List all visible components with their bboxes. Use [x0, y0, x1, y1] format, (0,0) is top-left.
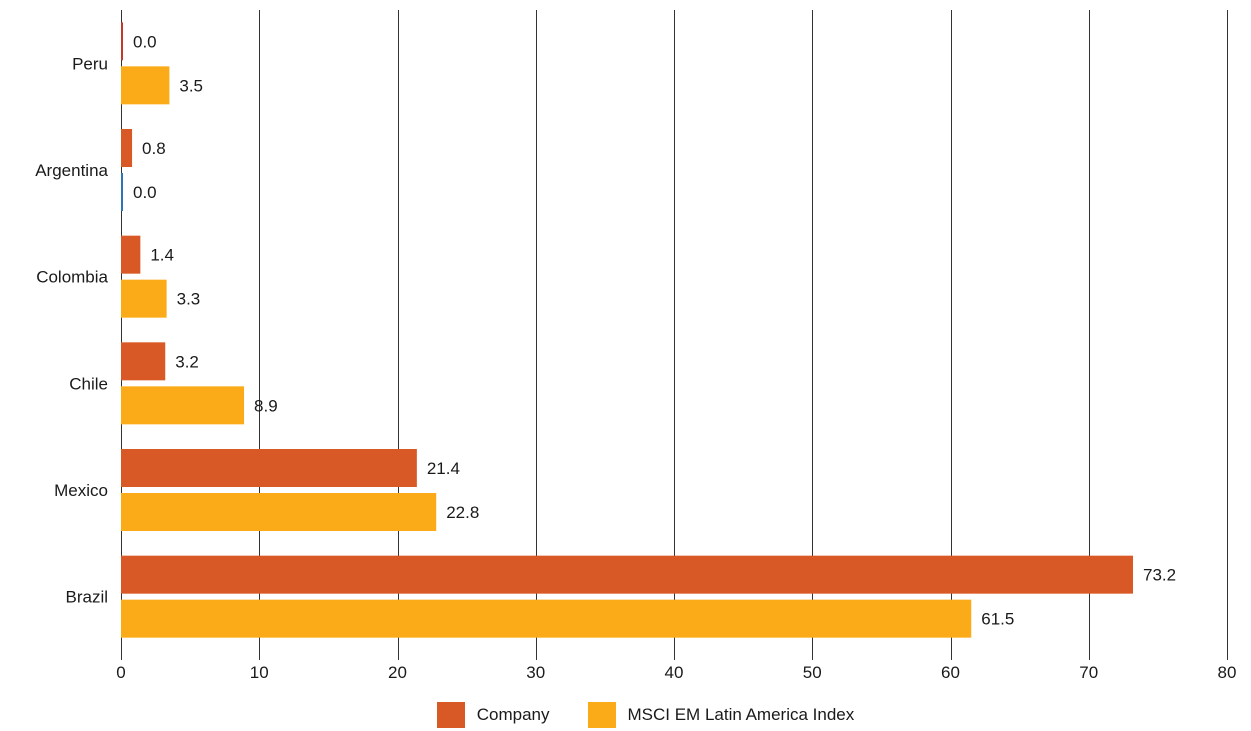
data-labels: 0.0 3.5 0.8 0.0 1.4 3.3 3.2 8.9 21.4 22.8 73.2 61.5	[133, 32, 1176, 628]
x-tick-label: 10	[250, 663, 269, 682]
data-label: 0.0	[133, 32, 157, 51]
x-tick-label: 80	[1218, 663, 1237, 682]
data-label: 73.2	[1143, 566, 1176, 585]
category-label: Peru	[72, 54, 108, 73]
bar-company	[121, 129, 133, 167]
x-tick-label: 20	[388, 663, 407, 682]
x-tick-label: 60	[941, 663, 960, 682]
legend-swatch-company	[436, 702, 465, 728]
bar-index	[121, 386, 245, 425]
category-label: Brazil	[65, 588, 108, 607]
bar-company	[121, 342, 166, 381]
category-labels: Peru Argentina Colombia Chile Mexico Brazil	[35, 54, 108, 606]
gridlines	[121, 10, 1228, 660]
data-label: 1.4	[150, 246, 174, 265]
x-tick-label: 70	[1079, 663, 1098, 682]
data-label: 21.4	[427, 459, 460, 478]
data-label: 3.3	[177, 290, 201, 309]
legend: Company MSCI EM Latin America Index	[0, 700, 1251, 730]
bar-index	[121, 599, 972, 638]
x-tick-label: 40	[665, 663, 684, 682]
data-label: 3.5	[179, 76, 203, 95]
bar-index	[121, 493, 437, 531]
bar-index	[121, 173, 123, 211]
data-label: 0.8	[142, 139, 166, 158]
bar-company	[121, 555, 1133, 594]
legend-item-company: Company	[436, 702, 550, 728]
category-label: Colombia	[36, 268, 108, 287]
bar-company	[121, 22, 123, 61]
data-label: 22.8	[446, 503, 479, 522]
category-label: Argentina	[35, 161, 108, 180]
x-tick-label: 30	[526, 663, 545, 682]
legend-label-index: MSCI EM Latin America Index	[627, 705, 855, 724]
category-label: Chile	[69, 374, 108, 393]
bar-chart: 0.0 3.5 0.8 0.0 1.4 3.3 3.2 8.9 21.4 22.8 73.2 61.5…	[35, 10, 1236, 682]
legend-item-index: MSCI EM Latin America Index	[587, 702, 855, 728]
bar-company	[121, 235, 141, 274]
data-label: 0.0	[133, 183, 157, 202]
x-tick-label: 0	[116, 663, 125, 682]
data-label: 3.2	[175, 352, 199, 371]
data-label: 8.9	[254, 396, 278, 415]
legend-swatch-index	[587, 702, 616, 728]
bar-company	[121, 449, 417, 487]
x-axis-ticks: 0 10 20 30 40 50 60 70 80	[116, 663, 1236, 682]
bars	[121, 22, 1133, 638]
bar-index	[121, 279, 167, 318]
legend-label-company: Company	[476, 705, 550, 724]
bar-index	[121, 66, 170, 105]
category-label: Mexico	[54, 481, 108, 500]
data-label: 61.5	[981, 610, 1014, 629]
x-tick-label: 50	[803, 663, 822, 682]
